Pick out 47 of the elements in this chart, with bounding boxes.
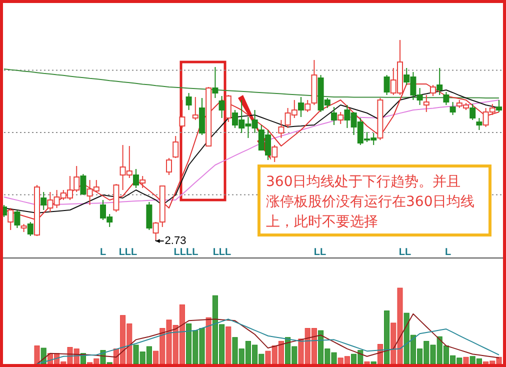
text: LLLL	[174, 247, 198, 258]
candlestick	[146, 202, 152, 230]
candlestick	[278, 120, 284, 138]
text: LLL	[212, 247, 232, 258]
candlestick	[14, 210, 20, 228]
bar	[34, 346, 40, 364]
candlestick	[272, 144, 278, 162]
annotation: 360日均线处于下行趋势。并且涨停板股价没有运行在360日均线上，此时不要选择	[266, 174, 475, 230]
candlestick	[423, 94, 430, 112]
candlestick	[298, 96, 304, 118]
candlestick	[476, 118, 482, 130]
candlestick	[384, 74, 390, 96]
candlestick	[8, 208, 14, 230]
bar	[364, 361, 370, 364]
bar	[226, 326, 232, 364]
bar	[463, 356, 469, 364]
candlestick	[212, 66, 218, 98]
candlestick	[40, 192, 47, 210]
candlestick	[436, 68, 443, 96]
bar	[206, 317, 212, 364]
bar	[384, 310, 390, 364]
candlestick	[133, 168, 139, 188]
candlestick	[443, 92, 450, 106]
candlestick	[186, 92, 192, 110]
text: L	[100, 247, 106, 258]
candlestick	[225, 94, 232, 122]
candlestick	[496, 100, 502, 112]
candlestick	[192, 96, 198, 120]
candlestick	[470, 104, 476, 120]
text: LLL	[118, 247, 138, 258]
text: LL	[398, 247, 412, 258]
candlestick	[179, 100, 186, 128]
candlestick	[218, 96, 225, 118]
annotation: 2.73	[164, 235, 186, 247]
candlestick	[450, 102, 456, 116]
candlestick	[331, 106, 337, 126]
text: L	[444, 247, 452, 258]
candlestick	[80, 174, 86, 196]
candlestick	[172, 136, 179, 158]
candlestick	[166, 158, 172, 176]
candlestick	[430, 84, 436, 96]
candlestick	[338, 112, 344, 124]
candlestick	[304, 100, 311, 112]
candlestick	[140, 176, 146, 188]
bar	[370, 361, 376, 364]
candlestick	[27, 222, 34, 236]
text: LL	[314, 247, 326, 258]
